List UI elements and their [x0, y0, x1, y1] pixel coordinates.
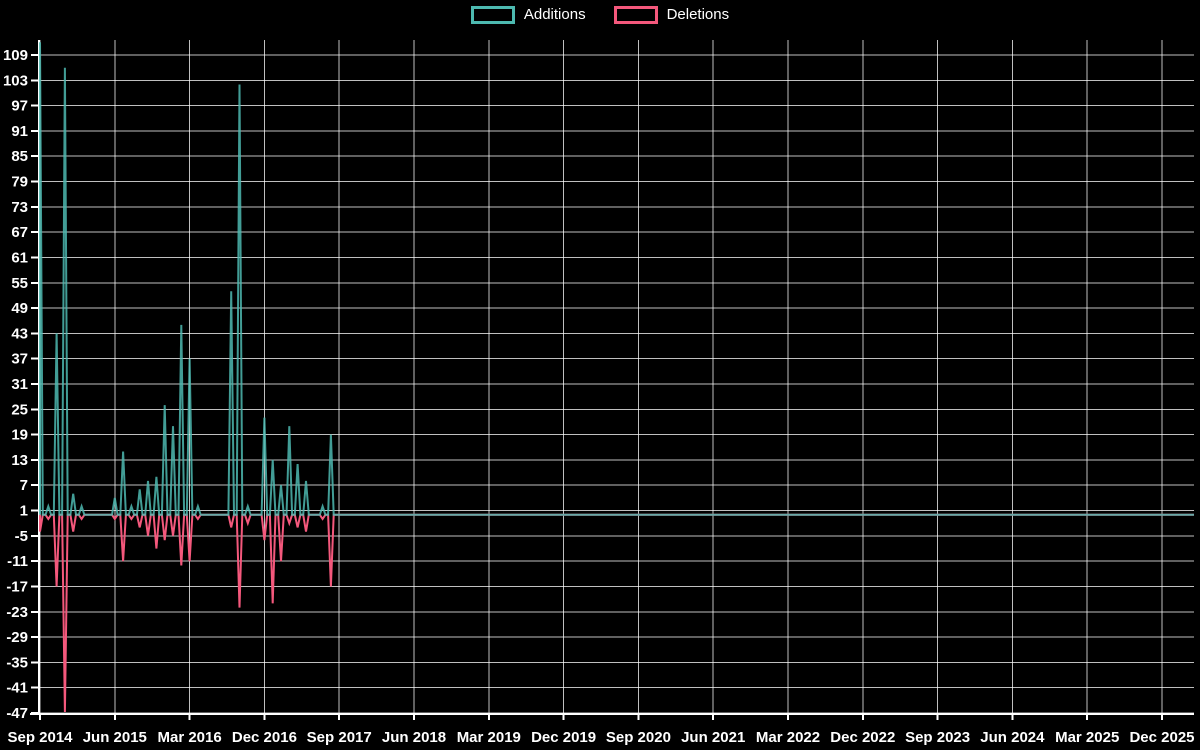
x-axis-label: Jun 2018	[382, 729, 446, 746]
deletions-line	[39, 513, 1194, 713]
legend-item-deletions[interactable]: Deletions	[613, 6, 730, 24]
x-axis-label: Mar 2025	[1055, 729, 1119, 746]
y-axis-label: 61	[11, 249, 28, 266]
additions-legend-label: Additions	[523, 6, 586, 23]
y-axis-label: 97	[11, 98, 28, 115]
x-axis-label: Sep 2014	[7, 729, 73, 746]
y-axis-label: 109	[3, 47, 28, 64]
x-axis-label: Jun 2015	[83, 729, 147, 746]
y-axis-label: 1	[20, 503, 28, 520]
chart-legend: Additions Deletions	[0, 6, 1200, 24]
y-axis-label: 55	[11, 275, 28, 292]
y-axis-label: -47	[6, 705, 28, 722]
x-axis-label: Dec 2022	[830, 729, 895, 746]
y-axis-label: 13	[11, 452, 28, 469]
y-axis-label: -23	[6, 604, 28, 621]
y-axis-label: -29	[6, 629, 28, 646]
x-axis-label: Sep 2023	[905, 729, 970, 746]
additions-swatch	[470, 6, 515, 24]
y-axis-label: 79	[11, 174, 28, 191]
y-axis-label: -11	[7, 553, 28, 570]
y-axis-label: -41	[6, 680, 28, 697]
x-axis-label: Mar 2019	[457, 729, 521, 746]
x-axis-label: Mar 2022	[756, 729, 820, 746]
y-axis-label: 7	[20, 477, 28, 494]
x-axis-label: Dec 2025	[1129, 729, 1194, 746]
y-axis-label: 25	[11, 401, 28, 418]
x-axis-label: Jun 2021	[681, 729, 745, 746]
x-axis-label: Dec 2016	[232, 729, 297, 746]
y-axis-label: 31	[11, 376, 28, 393]
y-axis-label: -17	[6, 578, 28, 595]
y-axis-label: 67	[11, 224, 28, 241]
legend-item-additions[interactable]: Additions	[470, 6, 586, 24]
x-axis-label: Mar 2016	[157, 729, 221, 746]
y-axis-label: -5	[15, 528, 28, 545]
y-axis-label: 85	[11, 148, 28, 165]
y-axis-label: 19	[11, 427, 28, 444]
y-axis-label: -35	[6, 654, 28, 671]
y-axis-label: 49	[11, 300, 28, 317]
y-axis-label: 103	[3, 72, 28, 89]
y-axis-label: 43	[11, 325, 28, 342]
x-axis-label: Sep 2020	[606, 729, 671, 746]
y-axis-label: 91	[11, 123, 28, 140]
deletions-legend-label: Deletions	[666, 6, 730, 23]
x-axis-label: Jun 2024	[980, 729, 1045, 746]
y-axis-label: 73	[11, 199, 28, 216]
x-axis-label: Dec 2019	[531, 729, 596, 746]
x-axis-label: Sep 2017	[307, 729, 372, 746]
additions-line	[39, 42, 1194, 516]
y-axis-label: 37	[11, 351, 28, 368]
deletions-swatch	[613, 6, 658, 24]
